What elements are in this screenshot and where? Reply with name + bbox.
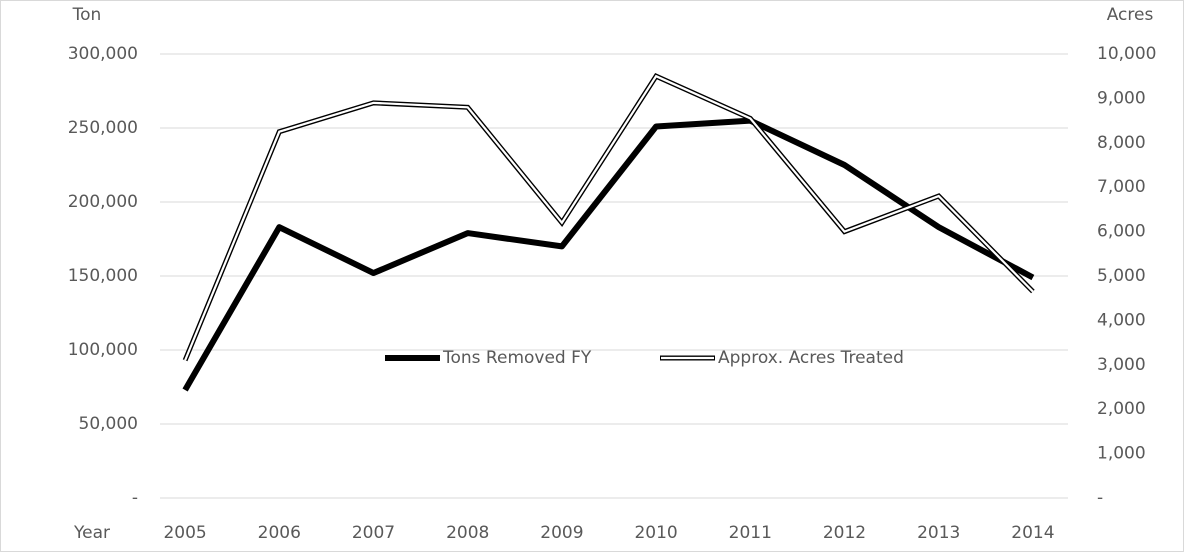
x-tick-label: 2008	[446, 523, 489, 543]
y2-tick-label: 3,000	[1097, 355, 1146, 375]
y2-tick-label: 5,000	[1097, 266, 1146, 286]
x-tick-label: 2014	[1011, 523, 1054, 543]
y2-tick-label: 2,000	[1097, 399, 1146, 419]
x-tick-label: 2006	[258, 523, 301, 543]
y2-tick-label: 8,000	[1097, 133, 1146, 153]
y2-tick-label: 9,000	[1097, 88, 1146, 108]
y2-tick-label: 4,000	[1097, 310, 1146, 330]
y-tick-label: 200,000	[68, 192, 138, 212]
y2-tick-label: -	[1097, 488, 1103, 508]
y2-tick-label: 1,000	[1097, 444, 1146, 464]
y-tick-label: -	[132, 488, 138, 508]
y-tick-label: 50,000	[79, 414, 138, 434]
x-tick-label: 2013	[917, 523, 960, 543]
y-tick-label: 150,000	[68, 266, 138, 286]
y-tick-label: 100,000	[68, 340, 138, 360]
x-tick-label: 2005	[163, 523, 206, 543]
x-tick-label: 2012	[823, 523, 866, 543]
legend-label: Tons Removed FY	[442, 348, 592, 368]
y2-axis-label: Acres	[1107, 5, 1154, 25]
x-tick-label: 2010	[634, 523, 677, 543]
x-tick-label: 2009	[540, 523, 583, 543]
y2-tick-label: 6,000	[1097, 222, 1146, 242]
x-tick-label: 2007	[352, 523, 395, 543]
x-axis-label: Year	[73, 523, 110, 543]
y2-tick-label: 7,000	[1097, 177, 1146, 197]
x-tick-label: 2011	[729, 523, 772, 543]
y2-tick-label: 10,000	[1097, 44, 1156, 64]
legend-label: Approx. Acres Treated	[718, 348, 904, 368]
y-tick-label: 300,000	[68, 44, 138, 64]
series-line-inner	[184, 74, 1034, 361]
series-line	[182, 117, 1035, 392]
y-axis-label: Ton	[72, 5, 102, 25]
y-tick-label: 250,000	[68, 118, 138, 138]
